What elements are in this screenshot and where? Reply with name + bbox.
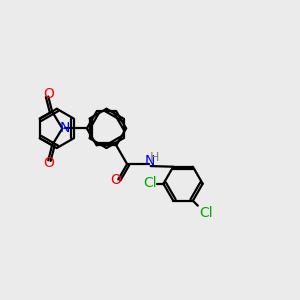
Text: O: O xyxy=(43,87,54,101)
Text: Cl: Cl xyxy=(199,206,212,220)
Text: Cl: Cl xyxy=(143,176,157,190)
Text: N: N xyxy=(145,154,155,168)
Text: N: N xyxy=(60,122,70,135)
Text: O: O xyxy=(43,156,54,170)
Text: H: H xyxy=(150,151,159,164)
Text: O: O xyxy=(110,173,121,188)
